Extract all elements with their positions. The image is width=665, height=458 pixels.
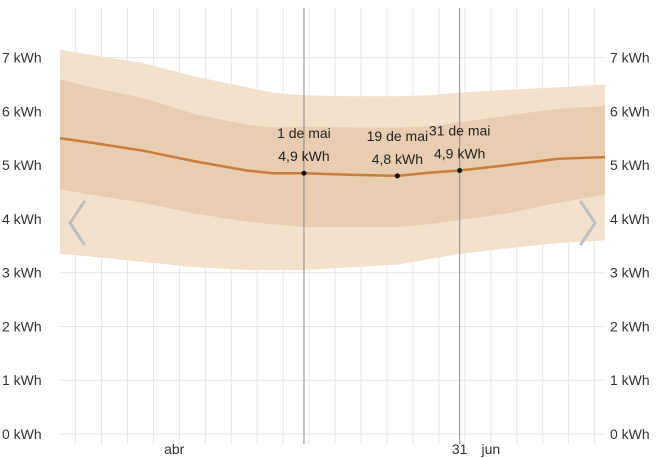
y-tick-label-right: 6 kWh xyxy=(610,103,650,119)
y-tick-label-left: 6 kWh xyxy=(2,103,42,119)
data-point-marker xyxy=(394,173,400,179)
y-tick-label-right: 1 kWh xyxy=(610,372,650,388)
y-tick-label-left: 2 kWh xyxy=(2,318,42,334)
y-tick-label-left: 0 kWh xyxy=(2,426,42,442)
y-tick-label-left: 3 kWh xyxy=(2,265,42,281)
inner-percentile-band xyxy=(60,79,605,227)
y-tick-label-left: 1 kWh xyxy=(2,372,42,388)
data-point-marker xyxy=(457,168,463,174)
x-tick-label: 31 xyxy=(452,441,468,457)
mean-series-line xyxy=(59,137,606,178)
markers xyxy=(301,8,463,444)
mean-line xyxy=(59,137,606,178)
annotation-value: 4,9 kWh xyxy=(434,146,485,162)
annotation-date: 31 de mai xyxy=(429,123,490,139)
next-arrow-icon[interactable] xyxy=(579,200,597,246)
data-point-marker xyxy=(301,170,307,176)
y-tick-label-right: 4 kWh xyxy=(610,211,650,227)
y-tick-label-left: 4 kWh xyxy=(2,211,42,227)
annotations: 1 de mai 4,9 kWh 19 de mai 4,8 kWh 31 de mai… xyxy=(277,123,490,167)
annotation-date: 19 de mai xyxy=(367,128,428,144)
y-axis-ticks: 0 kWh 0 kWh 1 kWh 1 kWh 2 kWh 2 kWh 3 kWh 3 kWh… xyxy=(2,50,650,442)
bands xyxy=(60,49,605,270)
y-tick-label-right: 0 kWh xyxy=(610,426,650,442)
annotation-value: 4,8 kWh xyxy=(372,151,423,167)
x-axis-ticks: abr 31 jun xyxy=(164,441,500,457)
y-tick-label-right: 7 kWh xyxy=(610,50,650,66)
previous-arrow-icon[interactable] xyxy=(68,200,86,246)
y-tick-label-left: 5 kWh xyxy=(2,157,42,173)
annotation-date: 1 de mai xyxy=(277,125,331,141)
y-tick-label-left: 7 kWh xyxy=(2,50,42,66)
x-tick-label: jun xyxy=(480,441,500,457)
y-tick-label-right: 2 kWh xyxy=(610,318,650,334)
annotation-value: 4,9 kWh xyxy=(278,148,329,164)
y-tick-label-right: 3 kWh xyxy=(610,265,650,281)
y-tick-label-right: 5 kWh xyxy=(610,157,650,173)
x-tick-label: abr xyxy=(164,441,185,457)
